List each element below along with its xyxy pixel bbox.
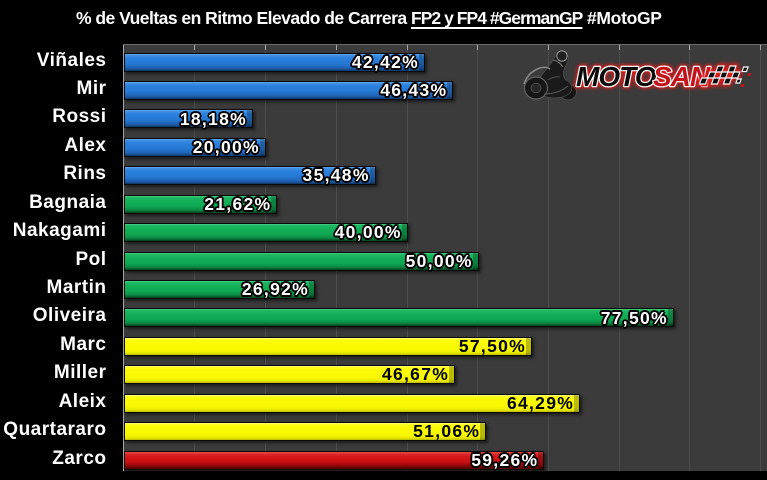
- svg-text:MOTO: MOTO: [576, 61, 657, 92]
- svg-text:MOTO: MOTO: [576, 61, 657, 92]
